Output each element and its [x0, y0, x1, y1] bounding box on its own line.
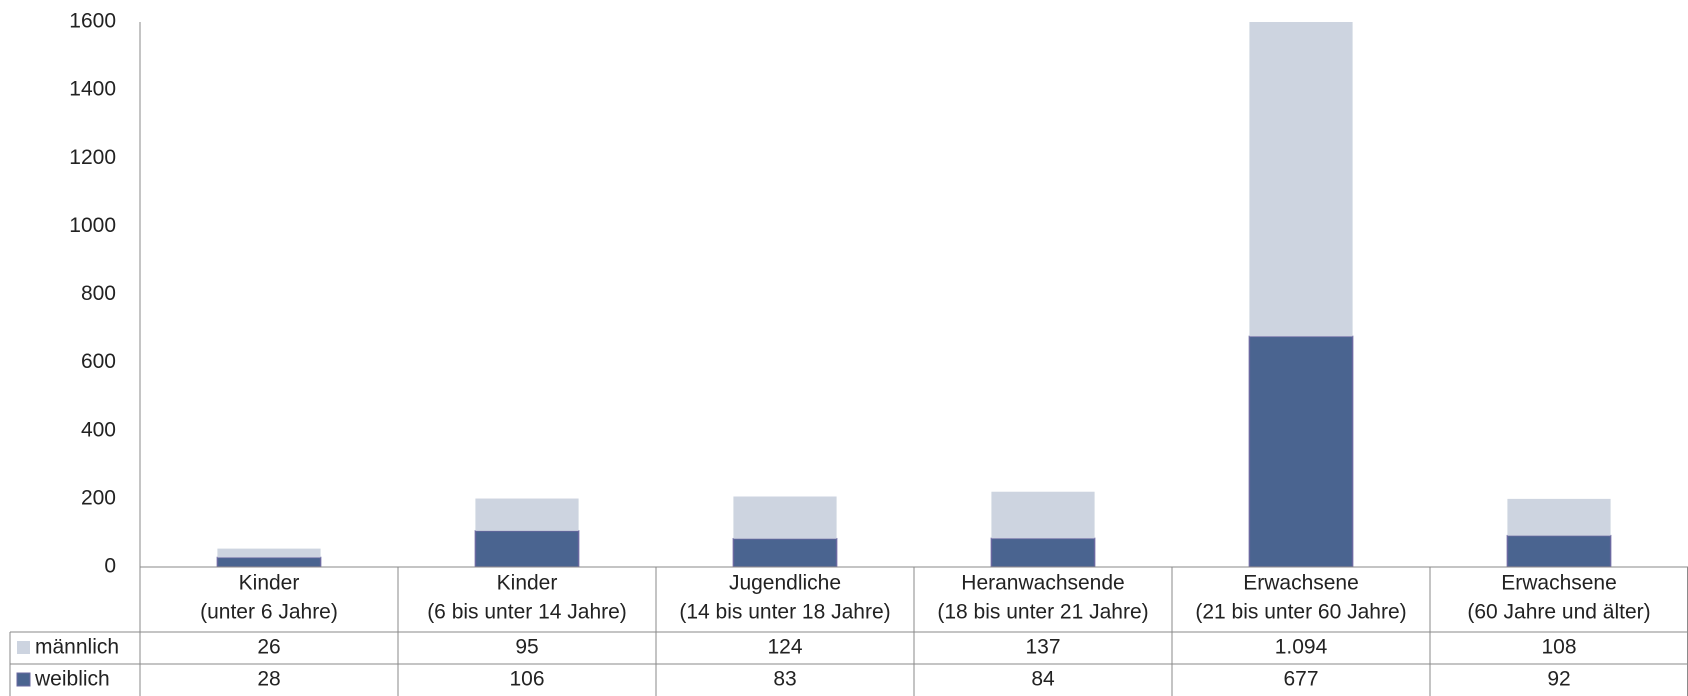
legend-label: männlich [35, 636, 119, 659]
bar-segment [216, 556, 322, 567]
bar-segment [1249, 22, 1353, 337]
bar-segment [1506, 534, 1612, 567]
x-tick-label: (14 bis unter 18 Jahre) [679, 601, 890, 624]
x-tick-label: Erwachsene [1243, 572, 1359, 595]
bar-segment [1248, 335, 1354, 567]
plot-area [216, 22, 1612, 567]
x-tick-label: Erwachsene [1501, 572, 1617, 595]
legend-key [16, 672, 31, 687]
y-tick-label: 400 [81, 418, 116, 441]
bar-segment [733, 496, 837, 539]
bar-segment [474, 530, 580, 567]
bar-segment [217, 548, 321, 558]
x-tick-label: Kinder [239, 572, 300, 595]
bar-segment [990, 537, 1096, 567]
x-tick-label: (unter 6 Jahre) [200, 601, 338, 624]
table-value: 95 [515, 636, 538, 659]
y-tick-label: 0 [104, 555, 116, 578]
x-tick-label: Heranwachsende [961, 572, 1124, 595]
table-value: 677 [1283, 668, 1318, 691]
table-value: 26 [257, 636, 280, 659]
y-tick-label: 1200 [69, 146, 116, 169]
x-tick-label: Jugendliche [729, 572, 841, 595]
table-value: 124 [767, 636, 802, 659]
x-tick-label: (21 bis unter 60 Jahre) [1195, 601, 1406, 624]
legend-label: weiblich [34, 668, 110, 691]
y-tick-label: 600 [81, 350, 116, 373]
y-tick-label: 800 [81, 282, 116, 305]
y-tick-label: 1400 [69, 78, 116, 101]
table-value: 83 [773, 668, 796, 691]
bar-segment [991, 491, 1095, 539]
bar-segment [475, 498, 579, 531]
y-tick-label: 1600 [69, 10, 116, 33]
legend-key [17, 641, 30, 654]
table-value: 1.094 [1275, 636, 1328, 659]
table-value: 137 [1025, 636, 1060, 659]
table-value: 106 [509, 668, 544, 691]
y-tick-label: 1000 [69, 214, 116, 237]
y-tick-label: 200 [81, 486, 116, 509]
x-tick-label: Kinder [497, 572, 558, 595]
x-tick-label: (60 Jahre und älter) [1467, 601, 1650, 624]
x-tick-label: (6 bis unter 14 Jahre) [427, 601, 627, 624]
table-value: 108 [1541, 636, 1576, 659]
bar-segment [732, 537, 838, 567]
table-value: 28 [257, 668, 280, 691]
x-tick-label: (18 bis unter 21 Jahre) [937, 601, 1148, 624]
bar-segment [1507, 498, 1611, 536]
table-value: 92 [1547, 668, 1570, 691]
table-value: 84 [1031, 668, 1055, 691]
